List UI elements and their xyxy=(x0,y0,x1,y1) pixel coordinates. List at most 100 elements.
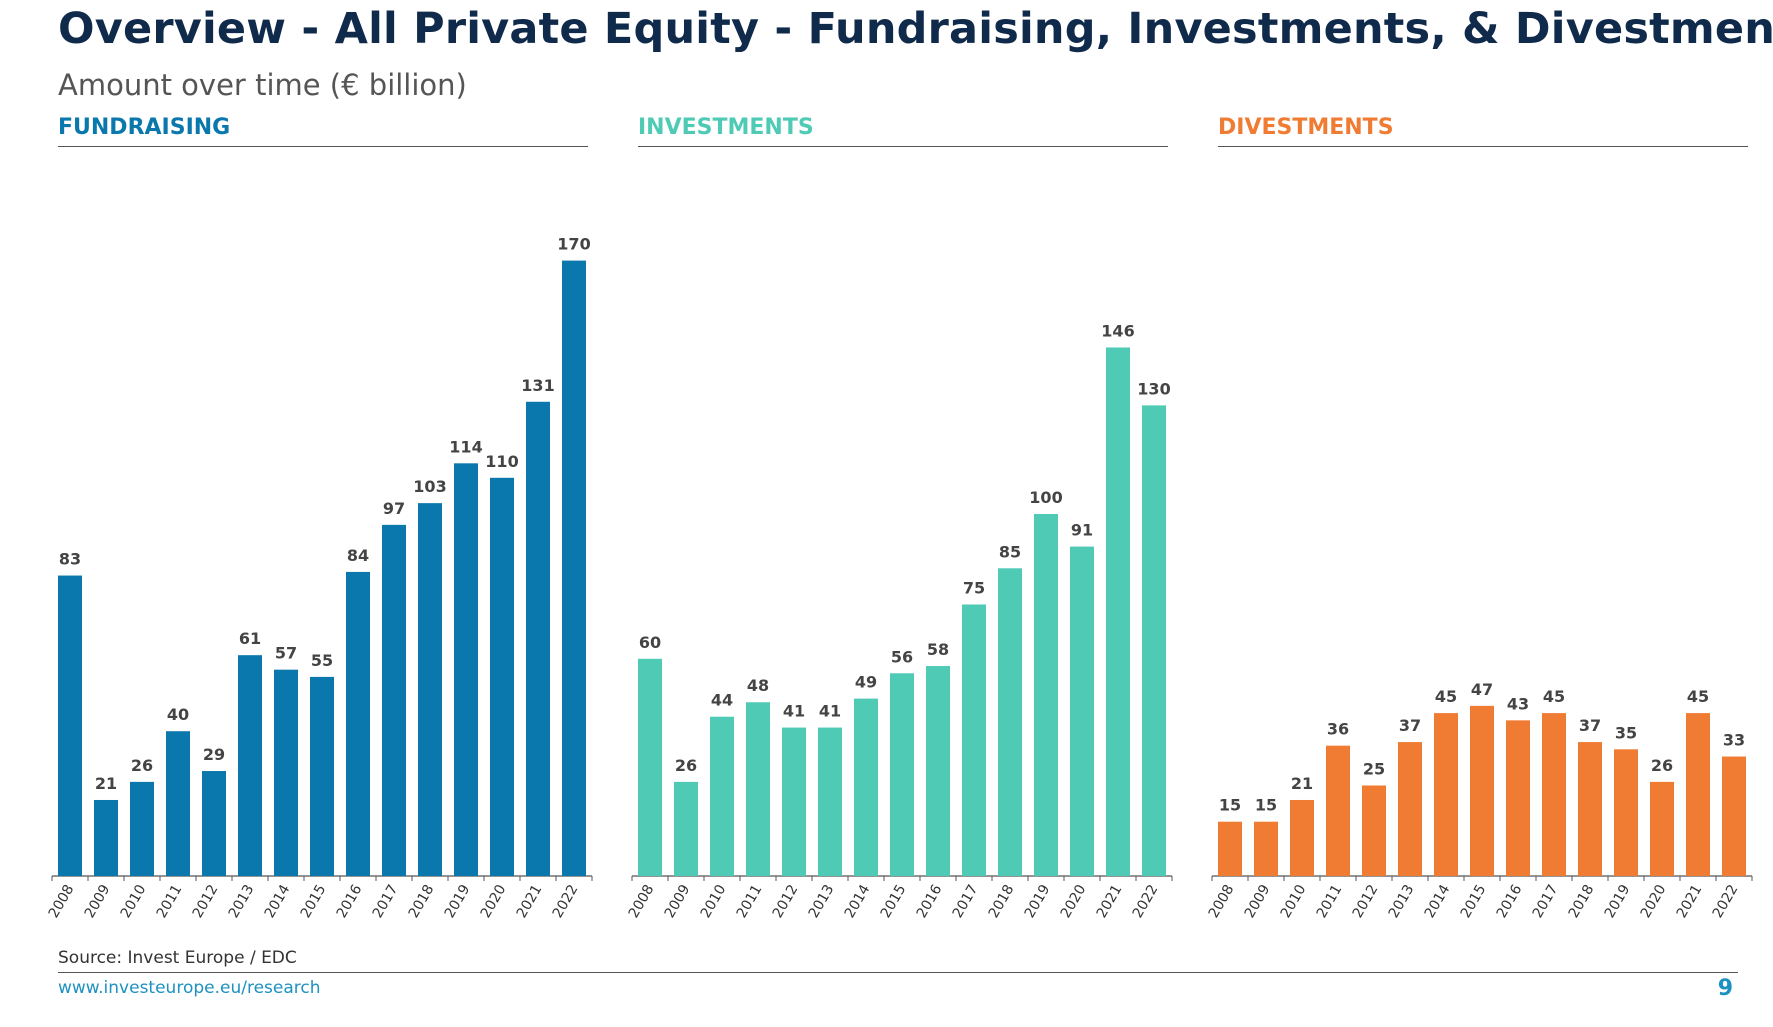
investments-data-label: 85 xyxy=(999,542,1021,561)
divestments-tick-label: 2016 xyxy=(1494,882,1526,921)
investments-data-label: 146 xyxy=(1101,321,1134,340)
divestments-bar-2012 xyxy=(1362,785,1386,876)
investments-tick-label: 2008 xyxy=(626,882,658,921)
fundraising-data-label: 40 xyxy=(167,705,189,724)
investments-bar-2011 xyxy=(746,702,770,876)
divestments-tick-label: 2012 xyxy=(1350,882,1382,921)
divestments-data-label: 15 xyxy=(1255,796,1277,815)
investments-data-label: 130 xyxy=(1137,379,1170,398)
fundraising-data-label: 97 xyxy=(383,499,405,518)
divestments-bar-2013 xyxy=(1398,742,1422,876)
fundraising-data-label: 55 xyxy=(311,651,333,670)
page-subtitle: Amount over time (€ billion) xyxy=(58,68,467,102)
investments-tick-label: 2010 xyxy=(698,882,730,921)
investments-bar-2012 xyxy=(782,727,806,876)
investments-tick-label: 2020 xyxy=(1058,882,1090,921)
divestments-data-label: 45 xyxy=(1687,687,1709,706)
fundraising-data-label: 57 xyxy=(275,644,297,663)
divestments-tick-label: 2017 xyxy=(1530,882,1562,921)
investments-tick-label: 2017 xyxy=(950,882,982,921)
fundraising-bar-2018 xyxy=(418,503,442,876)
investments-bar-2018 xyxy=(998,568,1022,876)
divestments-panel-title: DIVESTMENTS xyxy=(1218,115,1394,140)
investments-data-label: 26 xyxy=(675,756,697,775)
divestments-data-label: 37 xyxy=(1579,716,1601,735)
investments-data-label: 60 xyxy=(639,633,661,652)
fundraising-data-label: 26 xyxy=(131,756,153,775)
fundraising-bar-2008 xyxy=(58,575,82,876)
fundraising-bar-2010 xyxy=(130,781,154,876)
investments-tick-label: 2021 xyxy=(1094,882,1126,921)
fundraising-tick-label: 2016 xyxy=(334,882,366,921)
fundraising-bar-2014 xyxy=(274,669,298,876)
investments-bar-2021 xyxy=(1106,347,1130,877)
divestments-data-label: 45 xyxy=(1435,687,1457,706)
fundraising-bar-2021 xyxy=(526,401,550,876)
divestments-tick-label: 2011 xyxy=(1314,882,1346,921)
investments-tick-label: 2013 xyxy=(806,882,838,921)
page-number: 9 xyxy=(1717,976,1733,1001)
investments-data-label: 44 xyxy=(711,691,733,710)
fundraising-bar-2022 xyxy=(562,260,586,877)
investments-data-label: 91 xyxy=(1071,521,1093,540)
divestments-bar-2008 xyxy=(1218,821,1242,876)
investments-tick-label: 2018 xyxy=(986,882,1018,921)
bar-charts: 83 2008 21 2009 26 2010 40 2011 29 2012 61 2013 57 20… xyxy=(46,235,1753,921)
divestments-data-label: 37 xyxy=(1399,716,1421,735)
investments-bar-2022 xyxy=(1142,405,1166,876)
page-title: Overview - All Private Equity - Fundrais… xyxy=(58,4,1773,54)
fundraising-data-label: 114 xyxy=(449,437,482,456)
fundraising-panel-rule xyxy=(58,146,588,147)
investments-bar-2014 xyxy=(854,698,878,876)
fundraising-tick-label: 2020 xyxy=(478,882,510,921)
investments-bar-2015 xyxy=(890,673,914,876)
fundraising-bar-2017 xyxy=(382,524,406,876)
fundraising-tick-label: 2015 xyxy=(298,882,330,921)
divestments-tick-label: 2015 xyxy=(1458,882,1490,921)
divestments-data-label: 45 xyxy=(1543,687,1565,706)
investments-data-label: 41 xyxy=(783,702,805,721)
divestments-tick-label: 2010 xyxy=(1278,882,1310,921)
fundraising-data-label: 61 xyxy=(239,629,261,648)
investments-panel-rule xyxy=(638,146,1168,147)
investments-data-label: 58 xyxy=(927,640,949,659)
divestments-panel-rule xyxy=(1218,146,1748,147)
fundraising-bar-2019 xyxy=(454,463,478,876)
fundraising-tick-label: 2021 xyxy=(514,882,546,921)
fundraising-panel-title: FUNDRAISING xyxy=(58,115,231,140)
investments-tick-label: 2015 xyxy=(878,882,910,921)
divestments-data-label: 21 xyxy=(1291,774,1313,793)
divestments-bar-2020 xyxy=(1650,781,1674,876)
fundraising-tick-label: 2022 xyxy=(550,882,582,921)
investments-data-label: 75 xyxy=(963,579,985,598)
divestments-bar-2021 xyxy=(1686,713,1710,876)
investments-tick-label: 2012 xyxy=(770,882,802,921)
divestments-data-label: 43 xyxy=(1507,694,1529,713)
footer-link[interactable]: www.investeurope.eu/research xyxy=(58,978,321,998)
fundraising-tick-label: 2019 xyxy=(442,882,474,921)
investments-data-label: 49 xyxy=(855,673,877,692)
fundraising-data-label: 170 xyxy=(557,235,590,254)
divestments-tick-label: 2020 xyxy=(1638,882,1670,921)
divestments-data-label: 26 xyxy=(1651,756,1673,775)
fundraising-tick-label: 2017 xyxy=(370,882,402,921)
source-note: Source: Invest Europe / EDC xyxy=(58,948,297,968)
investments-tick-label: 2011 xyxy=(734,882,766,921)
investments-tick-label: 2019 xyxy=(1022,882,1054,921)
fundraising-data-label: 103 xyxy=(413,477,446,496)
fundraising-bar-2020 xyxy=(490,477,514,876)
fundraising-tick-label: 2013 xyxy=(226,882,258,921)
fundraising-tick-label: 2012 xyxy=(190,882,222,921)
divestments-bar-2014 xyxy=(1434,713,1458,876)
divestments-tick-label: 2008 xyxy=(1206,882,1238,921)
fundraising-tick-label: 2008 xyxy=(46,882,78,921)
fundraising-data-label: 110 xyxy=(485,452,518,471)
divestments-data-label: 47 xyxy=(1471,680,1493,699)
divestments-tick-label: 2013 xyxy=(1386,882,1418,921)
divestments-data-label: 35 xyxy=(1615,723,1637,742)
footer-rule xyxy=(58,972,1738,973)
divestments-bar-2022 xyxy=(1722,756,1746,876)
fundraising-tick-label: 2018 xyxy=(406,882,438,921)
divestments-data-label: 15 xyxy=(1219,796,1241,815)
fundraising-tick-label: 2011 xyxy=(154,882,186,921)
